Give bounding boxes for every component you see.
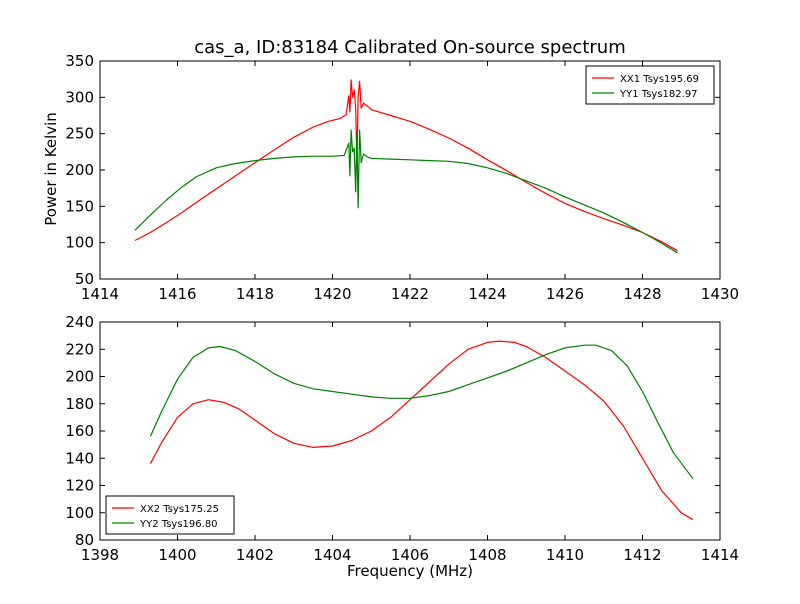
y-tick-label: 100 bbox=[65, 234, 94, 252]
legend-box bbox=[585, 65, 715, 105]
x-tick-label: 1414 bbox=[701, 546, 739, 564]
x-tick-label: 1420 bbox=[313, 285, 351, 303]
x-tick-label: 1404 bbox=[313, 546, 351, 564]
y-tick-label: 140 bbox=[65, 449, 94, 467]
y-tick-label: 250 bbox=[65, 125, 94, 143]
x-tick-label: 1428 bbox=[623, 285, 661, 303]
x-tick-label: 1422 bbox=[391, 285, 429, 303]
y-tick-label: 80 bbox=[75, 531, 94, 549]
x-tick-label: 1402 bbox=[236, 546, 274, 564]
x-axis-label: Frequency (MHz) bbox=[347, 562, 473, 580]
series-line-1-2 bbox=[134, 129, 678, 254]
chart-panels: 1414 1416 1418 1420 1422 1424 1426 1428 1430 50 10… bbox=[65, 52, 739, 564]
series-line-2-2 bbox=[149, 344, 694, 480]
x-tick-label: 1398 bbox=[81, 546, 119, 564]
y-tick-label: 120 bbox=[65, 477, 94, 495]
y-tick-label: 160 bbox=[65, 422, 94, 440]
y-tick-label: 100 bbox=[65, 504, 94, 522]
y-tick-label: 300 bbox=[65, 88, 94, 106]
y-tick-label: 200 bbox=[65, 161, 94, 179]
x-tick-label: 1410 bbox=[546, 546, 584, 564]
x-tick-label: 1412 bbox=[623, 546, 661, 564]
x-tick-label: 1400 bbox=[158, 546, 196, 564]
series-line-2-1 bbox=[149, 340, 694, 521]
legend-entry: XX1 Tsys195.69 bbox=[620, 74, 699, 85]
series-line-1-1 bbox=[134, 79, 678, 252]
y-tick-label: 150 bbox=[65, 197, 94, 215]
chart-title: cas_a, ID:83184 Calibrated On-source spe… bbox=[194, 37, 625, 58]
y-axis-label: Power in Kelvin bbox=[42, 112, 60, 226]
legend-entry: XX2 Tsys175.25 bbox=[140, 504, 219, 515]
y-tick-label: 220 bbox=[65, 340, 94, 358]
x-tick-label: 1414 bbox=[81, 285, 119, 303]
panel-1: 1414 1416 1418 1420 1422 1424 1426 1428 1430 50 10… bbox=[65, 52, 739, 303]
y-tick-label: 240 bbox=[65, 313, 94, 331]
legend-entry: YY1 Tsys182.97 bbox=[619, 89, 698, 100]
legend-2: XX2 Tsys175.25 YY2 Tsys196.80 bbox=[105, 495, 235, 535]
y-tick-label: 200 bbox=[65, 368, 94, 386]
x-tick-label: 1406 bbox=[391, 546, 429, 564]
x-tick-label: 1418 bbox=[236, 285, 274, 303]
y-tick-label: 180 bbox=[65, 395, 94, 413]
x-tick-label: 1426 bbox=[546, 285, 584, 303]
x-tick-label: 1416 bbox=[158, 285, 196, 303]
panel-2: 1398 1400 1402 1404 1406 1408 1410 1412 1414 80 10… bbox=[65, 313, 739, 564]
x-tick-label: 1430 bbox=[701, 285, 739, 303]
legend-entry: YY2 Tsys196.80 bbox=[139, 519, 218, 530]
legend-box bbox=[105, 495, 235, 535]
legend-1: XX1 Tsys195.69 YY1 Tsys182.97 bbox=[585, 65, 715, 105]
y-tick-label: 50 bbox=[75, 270, 94, 288]
x-tick-label: 1408 bbox=[468, 546, 506, 564]
y-tick-label: 350 bbox=[65, 52, 94, 70]
x-tick-label: 1424 bbox=[468, 285, 506, 303]
